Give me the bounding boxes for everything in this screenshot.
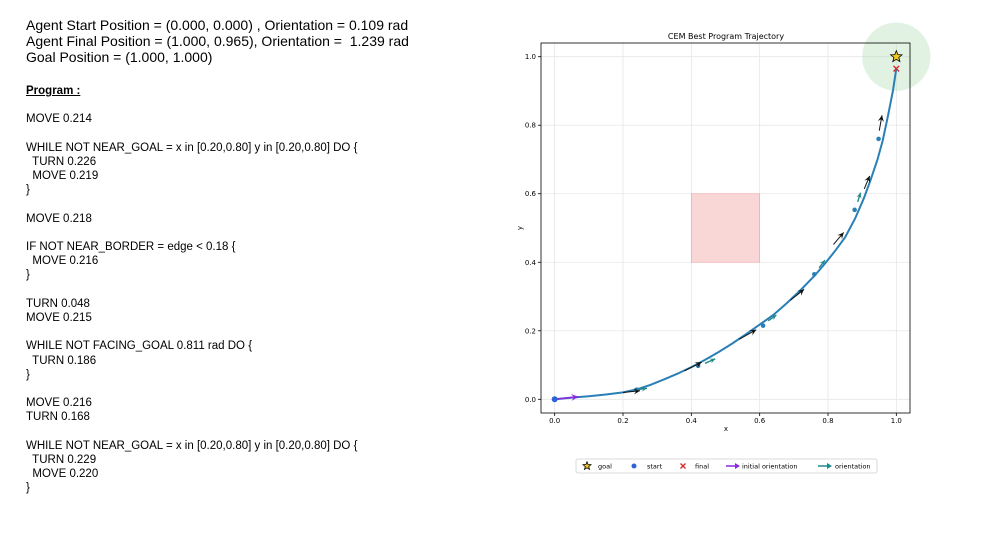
y-tick-label: 0.4 (525, 259, 537, 267)
heading-arrow-head (797, 289, 805, 296)
orientation-arrow (856, 192, 862, 203)
heading-arrow-head (633, 388, 641, 395)
final-marker (893, 65, 900, 72)
program-listing: Program : MOVE 0.214 WHILE NOT NEAR_GOAL … (26, 84, 357, 496)
program-line: MOVE 0.219 (26, 170, 99, 182)
heading-arrow-head (694, 362, 702, 368)
chart-title: CEM Best Program Trajectory (668, 32, 784, 41)
initial-orientation-arrow-head (570, 394, 579, 401)
initial-orientation-arrow (554, 394, 579, 401)
orientation-arrow-head (856, 192, 862, 199)
legend-orientation-swatch (818, 463, 832, 469)
x-tick-label: 0.0 (549, 417, 560, 425)
program-line: MOVE 0.216 (26, 397, 92, 410)
program-line: MOVE 0.214 (26, 113, 92, 126)
program-lines: MOVE 0.214 WHILE NOT NEAR_GOAL = x in [0.… (26, 112, 357, 495)
heading-arrow (738, 329, 757, 340)
heading-arrow-head (877, 115, 884, 123)
run-summary: Agent Start Position = (0.000, 0.000) , … (26, 17, 409, 65)
heading-arrow-head (837, 232, 844, 240)
program-line: TURN 0.048 (26, 297, 90, 310)
x-tick-label: 1.0 (891, 417, 902, 425)
program-line: MOVE 0.220 (26, 468, 99, 481)
program-line: } (26, 482, 30, 495)
chart-legend: goal start final initial orientation orienta… (575, 458, 878, 474)
x-tick-label: 0.8 (822, 417, 833, 425)
axis-ticks: 0.0 0.2 0.4 0.6 0.8 1.0 0.0 0.2 0.4 0.6 0.8 1.0 (525, 53, 902, 425)
goal-marker (889, 49, 904, 63)
legend-initial-orientation-swatch-head (735, 463, 740, 469)
legend-orientation-swatch-head (827, 463, 832, 469)
program-line: TURN 0.186 (26, 354, 97, 367)
program-line: MOVE 0.215 (26, 311, 92, 324)
waypoint-marker (760, 323, 766, 328)
y-tick-label: 0.2 (525, 327, 536, 335)
heading-arrow (622, 388, 641, 395)
legend-label: start (647, 463, 663, 471)
heading-arrow-head (749, 329, 757, 336)
y-tick-label: 0.8 (525, 122, 536, 130)
legend-label: goal (598, 463, 612, 471)
x-tick-label: 0.2 (617, 417, 628, 425)
program-line: MOVE 0.216 (26, 255, 99, 268)
program-line: IF NOT NEAR_BORDER = edge < 0.18 { (26, 240, 236, 253)
program-line: } (26, 184, 30, 197)
program-line: TURN 0.168 (26, 411, 90, 424)
waypoint-marker (812, 271, 817, 277)
orientation-arrow-head (641, 386, 647, 392)
agent-final-text: Agent Final Position = (1.000, 0.965), O… (26, 33, 409, 49)
agent-start-text: Agent Start Position = (0.000, 0.000) , … (26, 17, 409, 33)
heading-arrow-head (864, 175, 871, 183)
orientation-arrow-head (819, 260, 825, 267)
waypoint-marker (852, 207, 857, 213)
final-marker-stroke (893, 65, 900, 72)
program-line: WHILE NOT NEAR_GOAL = x in [0.20,0.80] y… (26, 439, 358, 452)
orientation-arrow (818, 259, 826, 269)
y-tick-label: 0.6 (525, 190, 537, 198)
y-tick-label: 1.0 (525, 53, 536, 61)
heading-arrow (863, 175, 871, 190)
program-line: MOVE 0.218 (26, 212, 92, 225)
heading-arrow (833, 232, 845, 245)
program-line: WHILE NOT FACING_GOAL 0.811 rad DO { (26, 340, 253, 353)
x-axis-label: x (724, 425, 728, 433)
heading-arrow (684, 361, 702, 372)
program-line: } (26, 368, 30, 381)
legend-initial-orientation-swatch (726, 463, 740, 469)
orientation-arrow (636, 386, 648, 392)
y-axis-label: y (516, 226, 524, 230)
y-tick-label: 0.0 (525, 396, 536, 404)
legend-label: final (695, 463, 709, 471)
legend-final-swatch-stroke (680, 463, 686, 469)
legend-goal-swatch (581, 460, 593, 471)
program-line: TURN 0.226 (26, 155, 97, 168)
heading-arrow (877, 115, 884, 131)
program-line: } (26, 269, 30, 282)
waypoint-marker (876, 136, 881, 142)
start-marker (551, 396, 558, 403)
orientation-arrow (767, 314, 777, 322)
heading-arrow (790, 288, 805, 301)
obstacle-region (691, 193, 760, 263)
legend-start-swatch (631, 463, 637, 469)
legend-final-swatch (680, 463, 686, 469)
legend-label: initial orientation (742, 463, 798, 471)
legend-label: orientation (835, 463, 871, 471)
markers (551, 49, 904, 403)
x-tick-label: 0.4 (686, 417, 698, 425)
x-tick-label: 0.6 (754, 417, 766, 425)
program-line: TURN 0.229 (26, 453, 97, 466)
orientation-arrow-head (709, 358, 716, 364)
program-line: WHILE NOT NEAR_GOAL = x in [0.20,0.80] y… (26, 141, 358, 154)
orientation-arrow-head (770, 315, 777, 321)
orientation-arrow (704, 358, 716, 364)
trajectory-layer (554, 68, 898, 401)
goal-position-text: Goal Position = (1.000, 1.000) (26, 49, 213, 65)
program-heading: Program : (26, 85, 81, 97)
plot-frame (540, 42, 911, 414)
